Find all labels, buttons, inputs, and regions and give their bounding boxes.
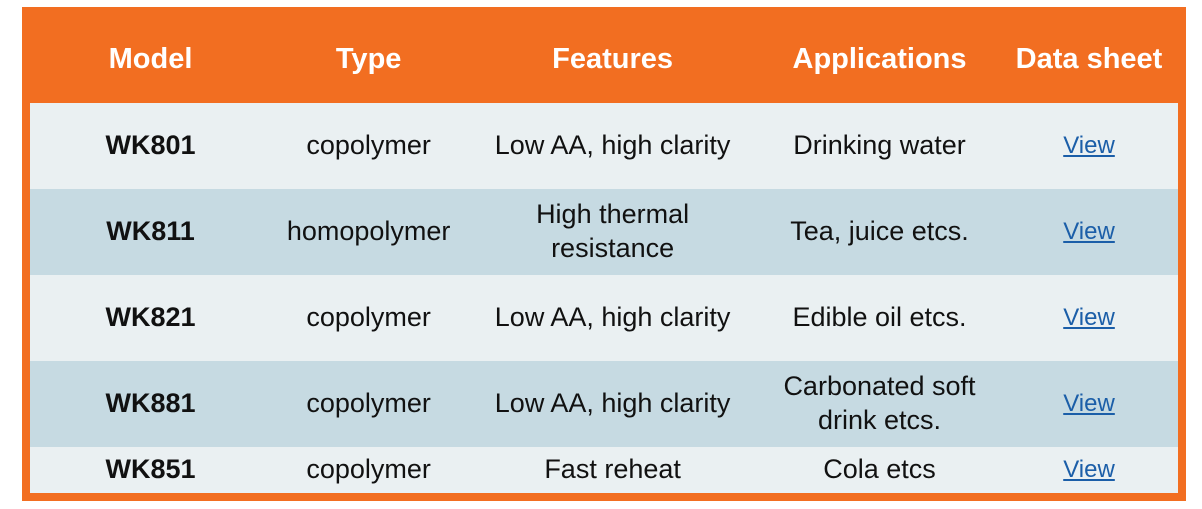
cell-model: WK821	[105, 302, 196, 333]
cell-applications: Drinking water	[793, 130, 966, 161]
cell-type: homopolymer	[286, 216, 451, 247]
table-row: WK801 copolymer Low AA, high clarity Dri…	[30, 103, 1178, 189]
cell-applications: Edible oil etcs.	[792, 302, 967, 333]
table-header-row: Model Type Features Applications Data sh…	[30, 15, 1178, 103]
table-row: WK881 copolymer Low AA, high clarity Car…	[30, 361, 1178, 447]
header-features: Features	[552, 42, 674, 75]
header-model: Model	[108, 42, 193, 75]
view-datasheet-link[interactable]: View	[1063, 132, 1115, 159]
cell-features: Low AA, high clarity	[494, 302, 731, 333]
cell-type: copolymer	[306, 388, 431, 419]
table-row: WK821 copolymer Low AA, high clarity Edi…	[30, 275, 1178, 361]
view-datasheet-link[interactable]: View	[1063, 390, 1115, 417]
cell-applications: Tea, juice etcs.	[790, 216, 969, 247]
header-applications: Applications	[792, 42, 967, 75]
cell-model: WK881	[105, 388, 196, 419]
cell-features: Low AA, high clarity	[494, 130, 731, 161]
table-row: WK851 copolymer Fast reheat Cola etcs Vi…	[30, 447, 1178, 493]
cell-features: High thermal resistance	[536, 199, 690, 263]
cell-type: copolymer	[306, 130, 431, 161]
cell-features: Low AA, high clarity	[494, 388, 731, 419]
cell-type: copolymer	[306, 454, 431, 485]
cell-applications: Cola etcs	[823, 454, 936, 485]
product-spec-table: Model Type Features Applications Data sh…	[22, 7, 1186, 501]
cell-model: WK811	[106, 216, 195, 247]
cell-model: WK851	[105, 454, 196, 485]
header-data-sheet: Data sheet	[1015, 42, 1163, 75]
cell-model: WK801	[105, 130, 196, 161]
cell-type: copolymer	[306, 302, 431, 333]
view-datasheet-link[interactable]: View	[1063, 304, 1115, 331]
view-datasheet-link[interactable]: View	[1063, 218, 1115, 245]
cell-applications: Carbonated soft drink etcs.	[783, 371, 976, 435]
header-type: Type	[335, 42, 402, 75]
view-datasheet-link[interactable]: View	[1063, 456, 1115, 483]
table-row: WK811 homopolymer High thermal resistanc…	[30, 189, 1178, 275]
cell-features: Fast reheat	[544, 454, 681, 485]
